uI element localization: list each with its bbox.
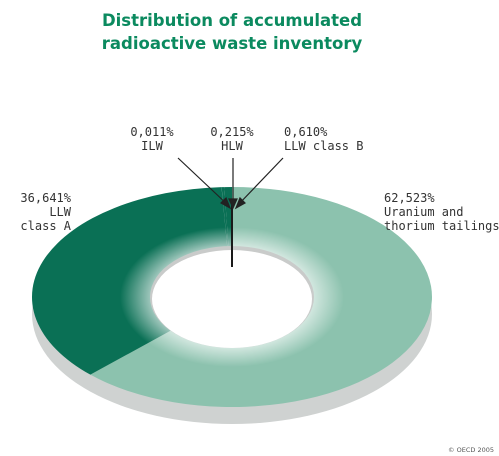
- label-hlw-name: HLW: [221, 139, 243, 153]
- label-llw-class-a-percent: 36,641%: [20, 191, 71, 205]
- label-llw-class-b-percent: 0,610%: [284, 125, 328, 139]
- chart-title-line-2: radioactive waste inventory: [102, 34, 363, 53]
- leader-llw-class-b-arrowhead: [234, 196, 246, 210]
- label-llw-class-a-line-2: LLW: [49, 205, 71, 219]
- label-llw-class-b-name: LLW class B: [284, 139, 363, 153]
- label-tailings-line-2: Uranium and: [384, 205, 463, 219]
- label-ilw-name: ILW: [141, 139, 163, 153]
- label-ilw-percent: 0,011%: [130, 125, 174, 139]
- leader-ilw-arrowhead: [220, 196, 232, 210]
- leader-ilw: [177, 157, 230, 207]
- chart-title-line-1: Distribution of accumulated: [102, 11, 362, 30]
- label-llw-class-a-line-3: class A: [20, 219, 71, 233]
- credit: © OECD 2005: [448, 446, 494, 454]
- leader-lines: [177, 157, 284, 210]
- label-tailings-line-3: thorium tailings: [384, 219, 499, 233]
- leader-llw-class-b: [236, 157, 284, 207]
- label-tailings-percent: 62,523%: [384, 191, 435, 205]
- leader-hlw-arrowhead: [228, 198, 238, 210]
- label-hlw-percent: 0,215%: [210, 125, 254, 139]
- donut-hole: [152, 250, 312, 348]
